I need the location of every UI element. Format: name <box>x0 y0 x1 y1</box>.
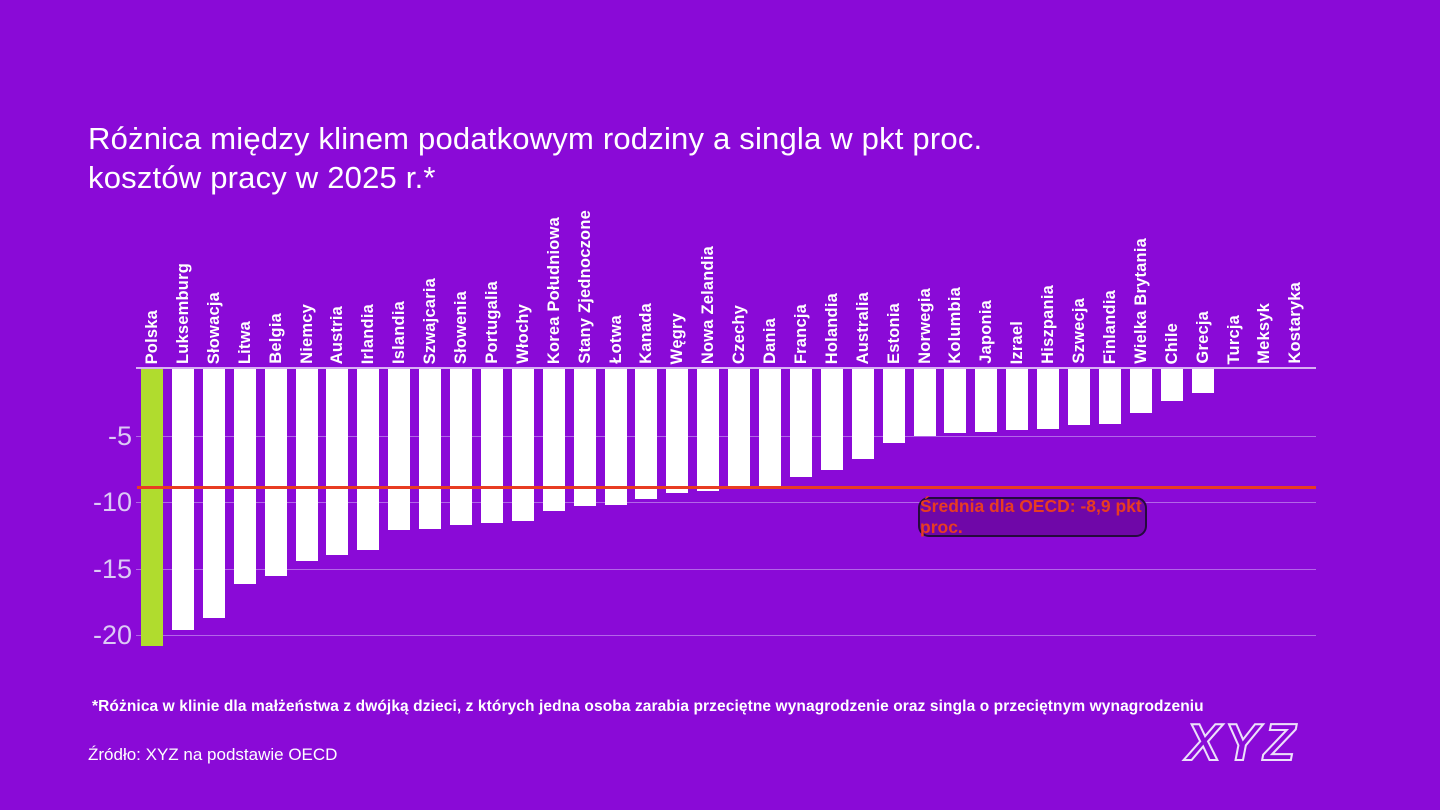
bar <box>604 369 627 505</box>
chart-title: Różnica między klinem podatkowym rodziny… <box>88 119 982 197</box>
bar <box>1068 369 1090 425</box>
bar <box>851 369 874 460</box>
country-label: Izrael <box>1008 320 1027 364</box>
bar <box>388 369 411 530</box>
bar <box>1129 369 1152 413</box>
xyz-logo: XYZ <box>1172 712 1332 774</box>
bar <box>882 369 905 444</box>
bar <box>759 369 781 488</box>
bar <box>141 369 163 646</box>
country-label: Stany Zjednoczone <box>575 210 594 364</box>
country-label: Meksyk <box>1255 303 1274 364</box>
bar <box>1037 369 1060 429</box>
bar <box>820 369 843 471</box>
country-label: Nowa Zelandia <box>699 245 718 364</box>
bar <box>573 369 596 506</box>
bar <box>202 369 225 618</box>
gridline <box>136 435 1316 437</box>
country-label: Holandia <box>822 292 841 364</box>
country-label: Grecja <box>1193 311 1212 364</box>
bar <box>913 369 936 436</box>
country-label: Słowacja <box>204 291 223 364</box>
chart-title-line2: kosztów pracy w 2025 r.* <box>88 159 436 195</box>
bar <box>666 369 689 493</box>
gridline <box>136 635 1316 636</box>
source-line: Źródło: XYZ na podstawie OECD <box>88 745 338 764</box>
country-label: Szwajcaria <box>421 277 440 364</box>
gridline <box>136 568 1316 570</box>
bar <box>1160 369 1183 401</box>
bar <box>511 369 534 521</box>
bar <box>450 369 472 525</box>
country-label: Francja <box>791 303 810 364</box>
bar <box>326 369 349 556</box>
y-axis-tick-label: -20 <box>92 620 132 650</box>
country-label: Dania <box>761 318 779 364</box>
bar <box>419 369 442 529</box>
country-label: Włochy <box>513 304 532 364</box>
bar <box>171 369 194 630</box>
xyz-logo-text: XYZ <box>1183 714 1299 772</box>
bar <box>789 369 812 477</box>
country-label: Kanada <box>637 303 656 364</box>
country-label: Estonia <box>884 303 903 364</box>
bar <box>1191 369 1214 393</box>
gridline <box>136 502 1316 503</box>
country-label: Islandia <box>390 300 409 364</box>
country-label: Kostaryka <box>1286 282 1305 364</box>
country-label: Portugalia <box>482 281 501 364</box>
bar <box>233 369 256 585</box>
country-label: Polska <box>143 309 161 364</box>
zero-axis-line <box>136 367 1316 369</box>
bar <box>295 369 318 561</box>
bar <box>697 369 720 492</box>
country-label: Belgia <box>266 313 285 364</box>
country-label: Finlandia <box>1100 289 1119 364</box>
country-label: Niemcy <box>297 304 316 364</box>
country-label: Węgry <box>668 312 687 364</box>
country-label: Litwa <box>235 320 254 364</box>
bar <box>975 369 998 432</box>
bar <box>1098 369 1121 424</box>
y-axis-tick-label: -10 <box>92 487 132 517</box>
bar <box>542 369 565 512</box>
country-label: Austria <box>328 305 347 364</box>
oecd-average-line <box>137 486 1316 490</box>
country-label: Norwegia <box>915 288 934 364</box>
oecd-average-annotation: Średnia dla OECD: -8,9 pkt proc. <box>918 496 1147 537</box>
chart-title-line1: Różnica między klinem podatkowym rodziny… <box>88 120 983 156</box>
country-label: Irlandia <box>359 303 378 364</box>
country-label: Łotwa <box>606 315 625 364</box>
oecd-average-annotation-text: Średnia dla OECD: -8,9 pkt proc. <box>920 496 1142 537</box>
country-label: Australia <box>853 291 872 364</box>
country-label: Słowenia <box>452 290 470 364</box>
country-label: Luksemburg <box>173 262 192 364</box>
bar <box>1006 369 1029 431</box>
country-label: Szwecja <box>1070 298 1088 364</box>
country-label: Chile <box>1162 322 1181 364</box>
footnote: *Różnica w klinie dla małżeństwa z dwójk… <box>92 698 1204 715</box>
y-axis-tick-label: -5 <box>107 420 132 451</box>
bar <box>944 369 967 433</box>
country-label: Hiszpania <box>1039 285 1058 364</box>
bar <box>264 369 287 577</box>
country-label: Japonia <box>977 300 996 364</box>
bar <box>728 369 751 489</box>
y-axis-tick-label: -15 <box>92 553 132 584</box>
country-label: Korea Południowa <box>544 216 563 364</box>
bar <box>357 369 380 550</box>
country-label: Wielka Brytania <box>1131 238 1150 364</box>
bar <box>635 369 658 500</box>
country-label: Kolumbia <box>946 287 965 364</box>
country-label: Czechy <box>730 305 749 364</box>
country-label: Turcja <box>1224 314 1243 365</box>
bar <box>480 369 503 524</box>
